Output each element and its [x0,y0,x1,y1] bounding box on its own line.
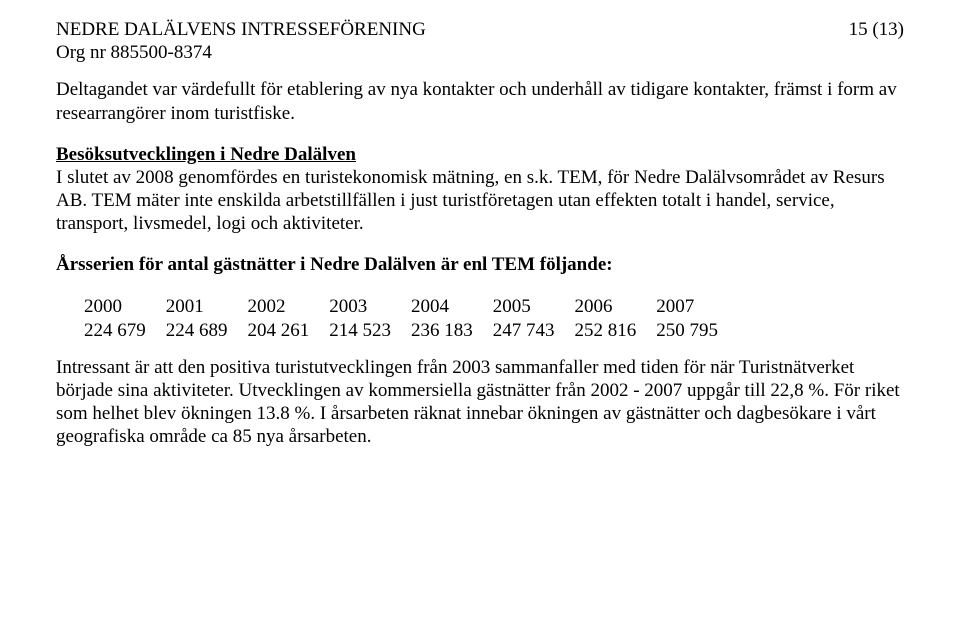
table-cell: 224 679 [84,318,166,342]
series-heading: Årsserien för antal gästnätter i Nedre D… [56,254,613,275]
header-row: NEDRE DALÄLVENS INTRESSEFÖRENING 15 (13) [56,18,904,41]
table-cell: 2000 [84,295,166,318]
paragraph-intro: Deltagandet var värdefullt för etablerin… [56,78,904,124]
table-row: 2000 2001 2002 2003 2004 2005 2006 2007 [84,295,738,318]
years-table: 2000 2001 2002 2003 2004 2005 2006 2007 … [84,295,738,342]
table-cell: 250 795 [656,318,738,342]
table-cell: 2005 [493,295,575,318]
table-cell: 247 743 [493,318,575,342]
section: Besöksutvecklingen i Nedre Dalälven I sl… [56,143,904,236]
table-cell: 2006 [575,295,657,318]
paragraph-conclusion: Intressant är att den positiva turistutv… [56,356,904,449]
table-cell: 2004 [411,295,493,318]
paragraph-tem: I slutet av 2008 genomfördes en turistek… [56,167,885,234]
table-cell: 2007 [656,295,738,318]
document-page: NEDRE DALÄLVENS INTRESSEFÖRENING 15 (13)… [0,0,960,639]
section-heading: Besöksutvecklingen i Nedre Dalälven [56,144,356,165]
table-cell: 2003 [329,295,411,318]
table-cell: 236 183 [411,318,493,342]
table-cell: 252 816 [575,318,657,342]
table-row: 224 679 224 689 204 261 214 523 236 183 … [84,318,738,342]
table-cell: 2001 [166,295,248,318]
table-cell: 224 689 [166,318,248,342]
table-cell: 2002 [248,295,330,318]
page-number: 15 (13) [849,18,904,41]
table-cell: 204 261 [248,318,330,342]
org-id-line: Org nr 885500-8374 [56,41,904,64]
years-table-wrap: 2000 2001 2002 2003 2004 2005 2006 2007 … [84,295,904,342]
org-name: NEDRE DALÄLVENS INTRESSEFÖRENING [56,18,426,41]
series-heading-wrap: Årsserien för antal gästnätter i Nedre D… [56,253,904,276]
table-cell: 214 523 [329,318,411,342]
